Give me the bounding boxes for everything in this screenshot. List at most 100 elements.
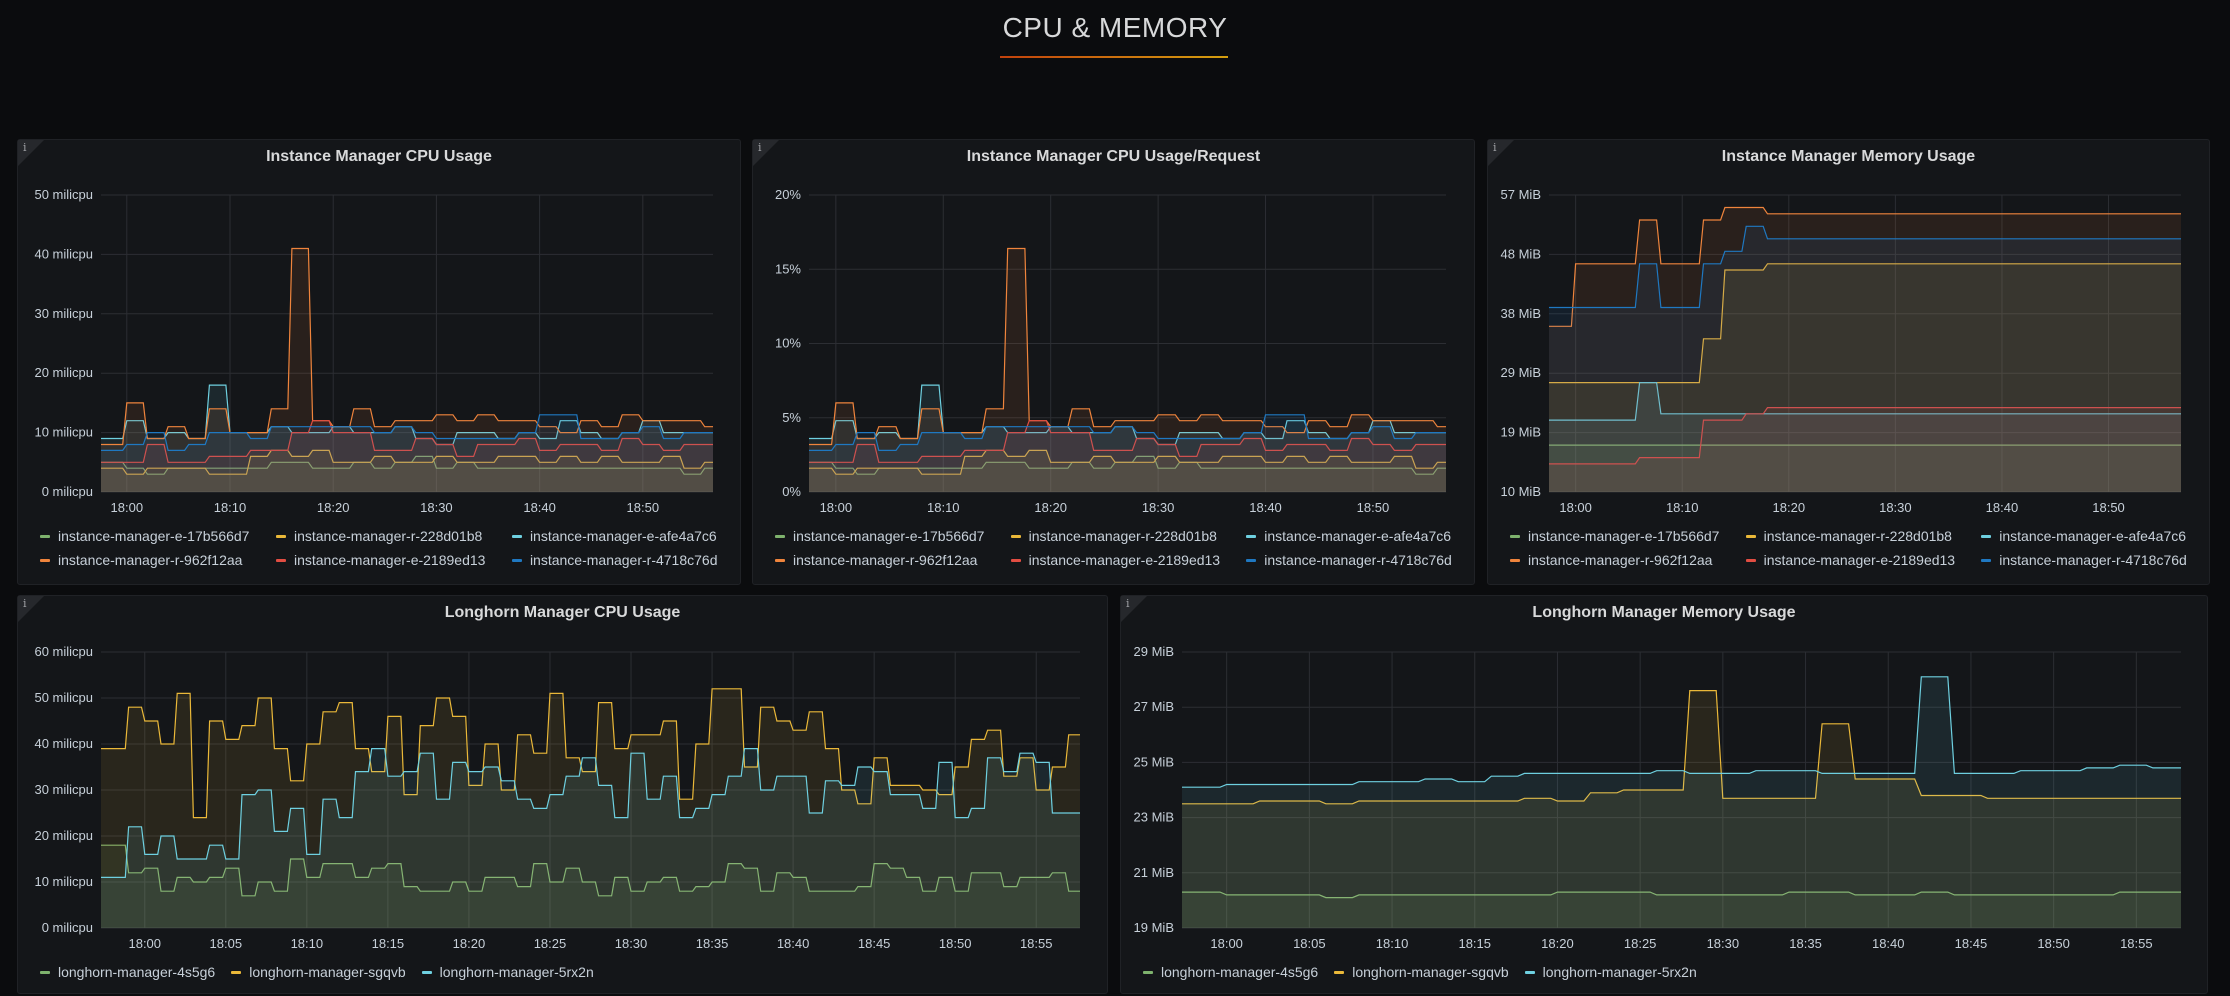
legend-item[interactable]: instance-manager-r-962f12aa [775,552,997,568]
x-tick-label: 18:10 [214,500,247,515]
legend-label: instance-manager-e-2189ed13 [293,552,486,568]
x-tick-label: 18:00 [820,500,853,515]
panel-info-corner[interactable] [1121,596,1147,622]
y-tick-label: 19 MiB [1501,425,1541,440]
legend-item[interactable]: instance-manager-r-228d01b8 [275,528,498,544]
legend: longhorn-manager-4s5g6 longhorn-manager-s… [1143,964,2197,980]
x-tick-label: 18:15 [1458,936,1491,951]
y-tick-label: 40 milicpu [34,246,93,261]
legend-item[interactable]: longhorn-manager-5rx2n [421,964,594,980]
series-area-instance-manager-r-4718c76d [101,414,713,492]
x-tick-label: 18:20 [1034,500,1067,515]
x-tick-label: 18:25 [1624,936,1657,951]
series-line-longhorn-manager-5rx2n[interactable] [101,748,1080,878]
series-area-longhorn-manager-4s5g6 [1182,892,2181,928]
series-line-longhorn-manager-sgqvb[interactable] [1182,690,2181,805]
series-line-longhorn-manager-sgqvb[interactable] [101,688,1080,819]
series-line-instance-manager-e-afe4a7c6[interactable] [1549,382,2181,421]
legend: longhorn-manager-4s5g6 longhorn-manager-s… [40,964,1097,980]
panel-title[interactable]: Longhorn Manager CPU Usage [444,604,681,621]
info-icon[interactable]: i [1493,141,1497,154]
legend-item[interactable]: longhorn-manager-5rx2n [1524,964,1697,980]
series-line-longhorn-manager-5rx2n[interactable] [1182,676,2181,788]
info-icon[interactable]: i [23,597,27,610]
series-area-longhorn-manager-sgqvb [101,688,1080,928]
series-line-instance-manager-r-962f12aa[interactable] [101,247,713,446]
panel-title[interactable]: Instance Manager CPU Usage [266,148,492,165]
x-tick-label: 18:40 [1872,936,1905,951]
series-line-longhorn-manager-4s5g6[interactable] [101,844,1080,897]
legend-item[interactable]: longhorn-manager-sgqvb [1334,964,1509,980]
panel-title[interactable]: Instance Manager Memory Usage [1721,148,1976,165]
legend-item[interactable]: instance-manager-e-2189ed13 [275,552,498,568]
panel-longhorn-manager-cpu-usage: i Longhorn Manager CPU Usage 0 milicpu 10 m… [17,595,1108,994]
legend-label: longhorn-manager-sgqvb [1352,964,1509,980]
legend-item[interactable]: instance-manager-r-4718c76d [1981,552,2199,568]
series-area-instance-manager-r-4718c76d [1549,226,2181,493]
x-tick-label: 18:20 [1541,936,1574,951]
legend-item[interactable]: instance-manager-e-2189ed13 [1010,552,1233,568]
legend-swatch [231,970,242,974]
x-tick-label: 18:05 [1293,936,1326,951]
series-area-instance-manager-e-afe4a7c6 [101,385,713,492]
series-line-instance-manager-r-962f12aa[interactable] [809,247,1446,446]
info-icon[interactable]: i [758,141,762,154]
series-line-instance-manager-r-228d01b8[interactable] [809,449,1446,475]
panel-info-corner[interactable] [18,596,44,622]
chart-svg: 0 milicpu 10 milicpu 20 milicpu 30 milicpu 4… [34,644,1080,951]
legend-item[interactable]: instance-manager-r-4718c76d [511,552,730,568]
legend-swatch [511,558,522,562]
legend-item[interactable]: longhorn-manager-4s5g6 [1143,964,1318,980]
legend-swatch [1246,534,1257,538]
y-tick-label: 19 MiB [1134,920,1174,935]
y-tick-label: 25 MiB [1134,754,1174,769]
x-tick-label: 18:50 [1357,500,1390,515]
x-tick-label: 18:50 [2037,936,2070,951]
series-line-instance-manager-r-962f12aa[interactable] [1549,206,2181,327]
x-tick-label: 18:15 [372,936,405,951]
series-line-instance-manager-r-4718c76d[interactable] [1549,225,2181,309]
x-tick-label: 18:55 [2120,936,2153,951]
series-line-instance-manager-r-228d01b8[interactable] [101,449,713,475]
x-tick-label: 18:00 [1559,500,1592,515]
series-line-instance-manager-r-4718c76d[interactable] [809,414,1446,451]
legend-item[interactable]: instance-manager-r-962f12aa [40,552,262,568]
series-line-instance-manager-e-2189ed13[interactable] [101,420,713,463]
info-icon[interactable]: i [1126,597,1130,610]
legend-item[interactable]: instance-manager-r-962f12aa [1510,552,1732,568]
panel-info-corner[interactable] [753,140,779,166]
info-icon[interactable]: i [23,141,27,154]
series-area-longhorn-manager-5rx2n [101,748,1080,928]
legend-swatch [40,970,50,974]
legend-item[interactable]: instance-manager-e-17b566d7 [1510,528,1732,544]
series-line-instance-manager-e-2189ed13[interactable] [1549,407,2181,465]
legend-item[interactable]: instance-manager-r-4718c76d [1246,552,1464,568]
legend-item[interactable]: instance-manager-e-afe4a7c6 [1246,528,1464,544]
panel-title[interactable]: Longhorn Manager Memory Usage [1532,604,1796,621]
series-line-longhorn-manager-4s5g6[interactable] [1182,891,2181,899]
x-tick-label: 18:05 [210,936,243,951]
panel-info-corner[interactable] [1488,140,1514,166]
legend-item[interactable]: longhorn-manager-4s5g6 [40,964,215,980]
y-tick-label: 10 milicpu [34,425,93,440]
legend-item[interactable]: instance-manager-e-afe4a7c6 [511,528,730,544]
legend-label: longhorn-manager-5rx2n [439,964,594,980]
series-line-instance-manager-e-2189ed13[interactable] [809,420,1446,463]
legend-item[interactable]: longhorn-manager-sgqvb [231,964,406,980]
y-tick-label: 21 MiB [1134,865,1174,880]
legend-label: instance-manager-r-4718c76d [1264,552,1452,568]
legend-item[interactable]: instance-manager-e-17b566d7 [40,528,262,544]
x-tick-label: 18:00 [111,500,144,515]
legend-item[interactable]: instance-manager-e-17b566d7 [775,528,997,544]
legend-swatch [1510,558,1520,562]
series-line-instance-manager-r-4718c76d[interactable] [101,414,713,451]
series-area-instance-manager-r-962f12aa [101,248,713,492]
panel-info-corner[interactable] [18,140,44,166]
legend-item[interactable]: instance-manager-r-228d01b8 [1745,528,1968,544]
legend-item[interactable]: instance-manager-e-2189ed13 [1745,552,1968,568]
panel-title[interactable]: Instance Manager CPU Usage/Request [966,148,1261,165]
legend-item[interactable]: instance-manager-r-228d01b8 [1010,528,1233,544]
legend-item[interactable]: instance-manager-e-afe4a7c6 [1981,528,2199,544]
x-tick-label: 18:20 [317,500,350,515]
x-tick-label: 18:10 [291,936,324,951]
